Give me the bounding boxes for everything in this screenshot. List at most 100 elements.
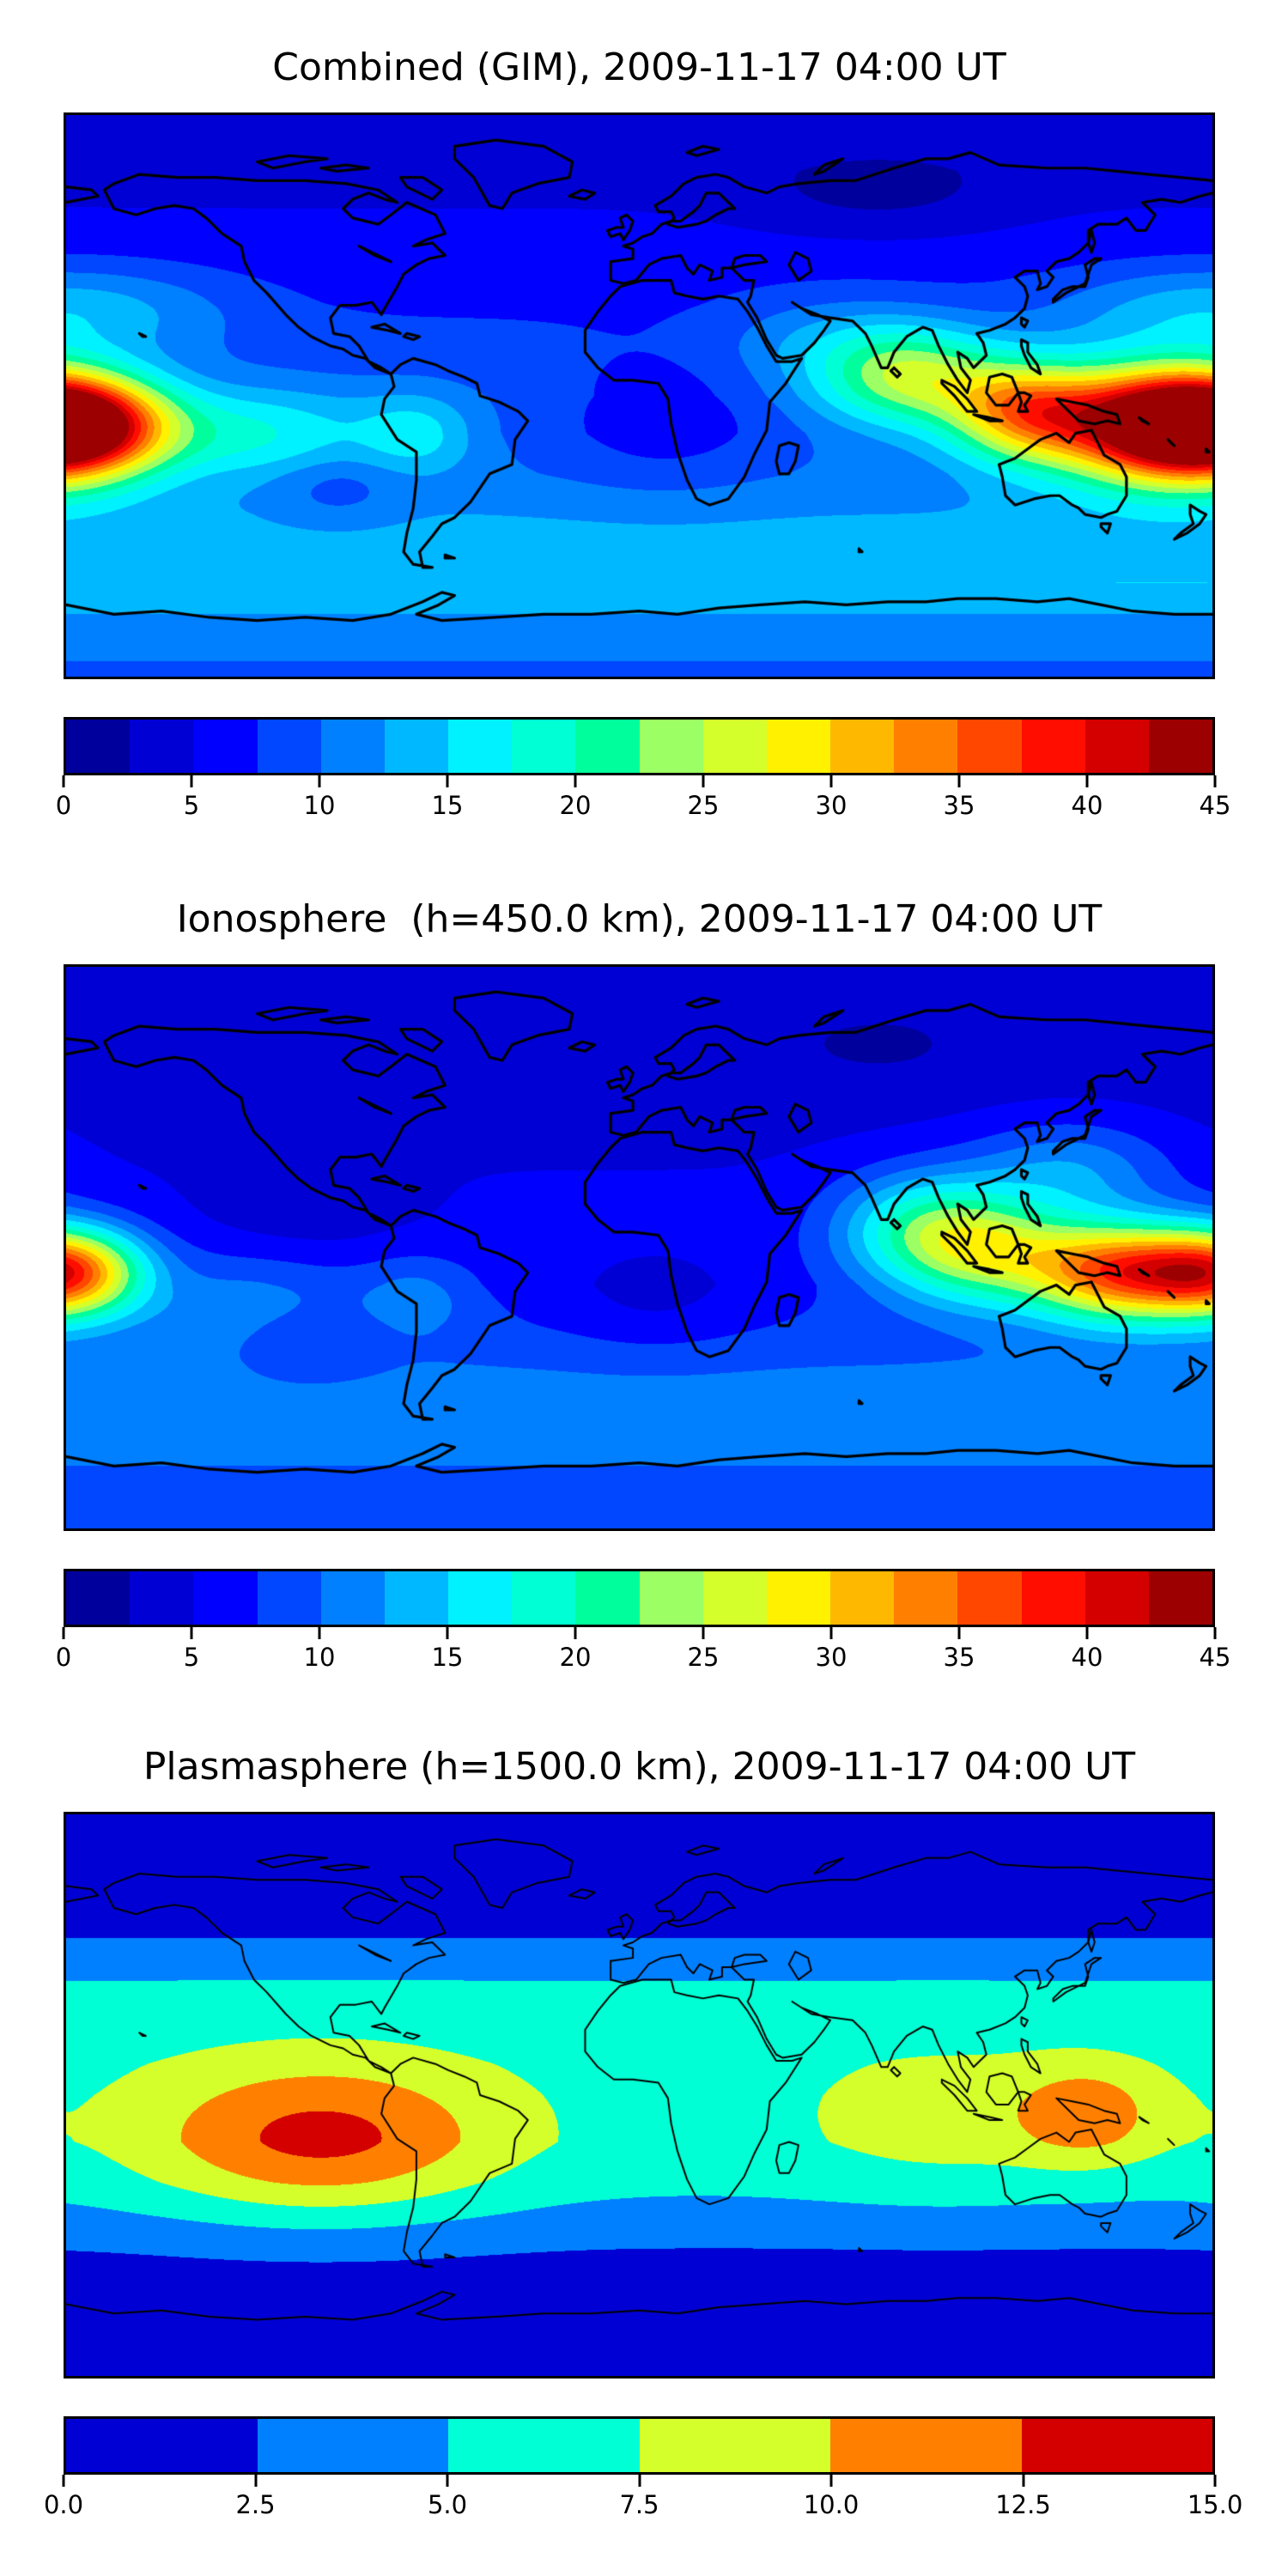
colorbar-segment — [512, 1571, 576, 1625]
colorbar-tick-mark — [957, 775, 961, 787]
colorbar-plasmasphere: 0.0 2.5 5.0 7.5 10.0 12.5 15.0 — [44, 2416, 1242, 2531]
colorbar-tick-label: 30 — [815, 791, 848, 820]
colorbar-segment — [66, 2419, 258, 2472]
panel-combined: Combined (GIM), 2009-11-17 04:00 UT 0 5 10… — [56, 46, 1231, 832]
colorbar-ticks: 0.0 2.5 5.0 7.5 10.0 12.5 15.0 — [44, 2475, 1242, 2531]
colorbar-segment — [448, 1571, 513, 1625]
colorbar-tick-label: 5 — [183, 1643, 200, 1672]
colorbar-segment — [766, 1571, 831, 1625]
colorbar-tick-label: 25 — [687, 791, 720, 820]
colorbar-segment — [1021, 2419, 1212, 2472]
colorbar-segment — [639, 720, 703, 773]
map-canvas-combined — [64, 112, 1215, 679]
colorbar-tick-label: 7.5 — [619, 2490, 659, 2519]
colorbar-tick-mark — [1085, 775, 1089, 787]
colorbar-segment — [1021, 1571, 1085, 1625]
colorbar-segment — [257, 2419, 448, 2472]
colorbar-segment — [766, 720, 831, 773]
colorbar-segment — [894, 1571, 958, 1625]
colorbar-segment — [1148, 720, 1213, 773]
colorbar-segment — [130, 720, 194, 773]
colorbar-tick-label: 10.0 — [803, 2490, 860, 2519]
colorbar-tick-mark — [62, 2475, 65, 2487]
map-canvas-ionosphere — [64, 964, 1215, 1531]
colorbar-tick-label: 12.5 — [995, 2490, 1051, 2519]
colorbar-combined: 0 5 10 15 20 25 30 35 40 45 — [56, 717, 1230, 832]
colorbar-tick-label: 0.0 — [43, 2490, 84, 2519]
colorbar-tick-label: 35 — [943, 1643, 975, 1672]
colorbar-tick-label: 5 — [183, 791, 200, 820]
colorbar-segment — [512, 720, 576, 773]
colorbar-tick-label: 15 — [431, 791, 464, 820]
colorbar-segment — [1021, 720, 1085, 773]
colorbar-tick-label: 35 — [943, 791, 975, 820]
colorbar-tick-mark — [829, 2475, 833, 2487]
colorbar-segment — [66, 1571, 131, 1625]
panel-plasmasphere: Plasmasphere (h=1500.0 km), 2009-11-17 0… — [44, 1745, 1242, 2531]
colorbar-tick-mark — [638, 2475, 641, 2487]
colorbar-segment — [575, 720, 640, 773]
colorbar-tick-label: 45 — [1199, 791, 1231, 820]
colorbar-segment — [702, 720, 767, 773]
colorbar-tick-label: 40 — [1071, 791, 1103, 820]
colorbar-segment — [257, 720, 321, 773]
colorbar-segment — [1084, 720, 1149, 773]
colorbar-tick-mark — [446, 1627, 449, 1639]
colorbar-ionosphere: 0 5 10 15 20 25 30 35 40 45 — [56, 1569, 1230, 1684]
colorbar-tick-label: 10 — [303, 791, 336, 820]
colorbar-tick-mark — [1085, 1627, 1089, 1639]
colorbar-tick-label: 0 — [55, 1643, 72, 1672]
colorbar-segment — [320, 1571, 385, 1625]
colorbar-tick-label: 2.5 — [235, 2490, 276, 2519]
colorbar-segment — [384, 1571, 449, 1625]
colorbar-tick-mark — [318, 1627, 321, 1639]
colorbar-tick-label: 0 — [55, 791, 72, 820]
colorbar-tick-mark — [829, 1627, 833, 1639]
colorbar-segment — [448, 720, 513, 773]
colorbar-segment — [1084, 1571, 1149, 1625]
colorbar-tick-mark — [62, 775, 65, 787]
colorbar-segment — [830, 2419, 1022, 2472]
colorbar-tick-label: 25 — [687, 1643, 720, 1672]
colorbar-segment — [894, 720, 958, 773]
colorbar-tick-mark — [446, 2475, 449, 2487]
colorbar-tick-label: 20 — [559, 791, 592, 820]
colorbar-ticks: 0 5 10 15 20 25 30 35 40 45 — [56, 775, 1230, 832]
colorbar-bar — [64, 2416, 1215, 2475]
colorbar-tick-mark — [1022, 2475, 1024, 2487]
colorbar-tick-label: 30 — [815, 1643, 848, 1672]
colorbar-segment — [193, 1571, 258, 1625]
colorbar-segment — [575, 1571, 640, 1625]
panel-title-plasmasphere: Plasmasphere (h=1500.0 km), 2009-11-17 0… — [143, 1745, 1136, 1789]
colorbar-segment — [1148, 1571, 1213, 1625]
colorbar-tick-label: 20 — [559, 1643, 592, 1672]
colorbar-tick-mark — [318, 775, 321, 787]
colorbar-tick-mark — [829, 775, 833, 787]
colorbar-segment — [957, 720, 1022, 773]
colorbar-tick-mark — [62, 1627, 65, 1639]
colorbar-segment — [830, 720, 895, 773]
colorbar-tick-mark — [254, 2475, 257, 2487]
colorbar-segment — [957, 1571, 1022, 1625]
colorbar-segment — [257, 1571, 321, 1625]
colorbar-segment — [639, 2419, 830, 2472]
colorbar-bar — [64, 717, 1215, 775]
colorbar-tick-label: 15 — [431, 1643, 464, 1672]
panel-ionosphere: Ionosphere (h=450.0 km), 2009-11-17 04:0… — [56, 897, 1231, 1684]
colorbar-tick-label: 10 — [303, 1643, 336, 1672]
colorbar-tick-label: 45 — [1199, 1643, 1231, 1672]
colorbar-segment — [830, 1571, 895, 1625]
colorbar-ticks: 0 5 10 15 20 25 30 35 40 45 — [56, 1627, 1230, 1684]
panel-title-ionosphere: Ionosphere (h=450.0 km), 2009-11-17 04:0… — [176, 897, 1103, 941]
colorbar-segment — [320, 720, 385, 773]
colorbar-tick-mark — [574, 1627, 577, 1639]
colorbar-tick-label: 15.0 — [1187, 2490, 1243, 2519]
colorbar-tick-mark — [702, 775, 705, 787]
colorbar-tick-mark — [574, 775, 577, 787]
colorbar-tick-mark — [1213, 1627, 1217, 1639]
colorbar-tick-mark — [190, 775, 193, 787]
colorbar-bar — [64, 1569, 1215, 1627]
colorbar-tick-mark — [1213, 2475, 1217, 2487]
colorbar-tick-mark — [1213, 775, 1217, 787]
colorbar-tick-mark — [446, 775, 449, 787]
